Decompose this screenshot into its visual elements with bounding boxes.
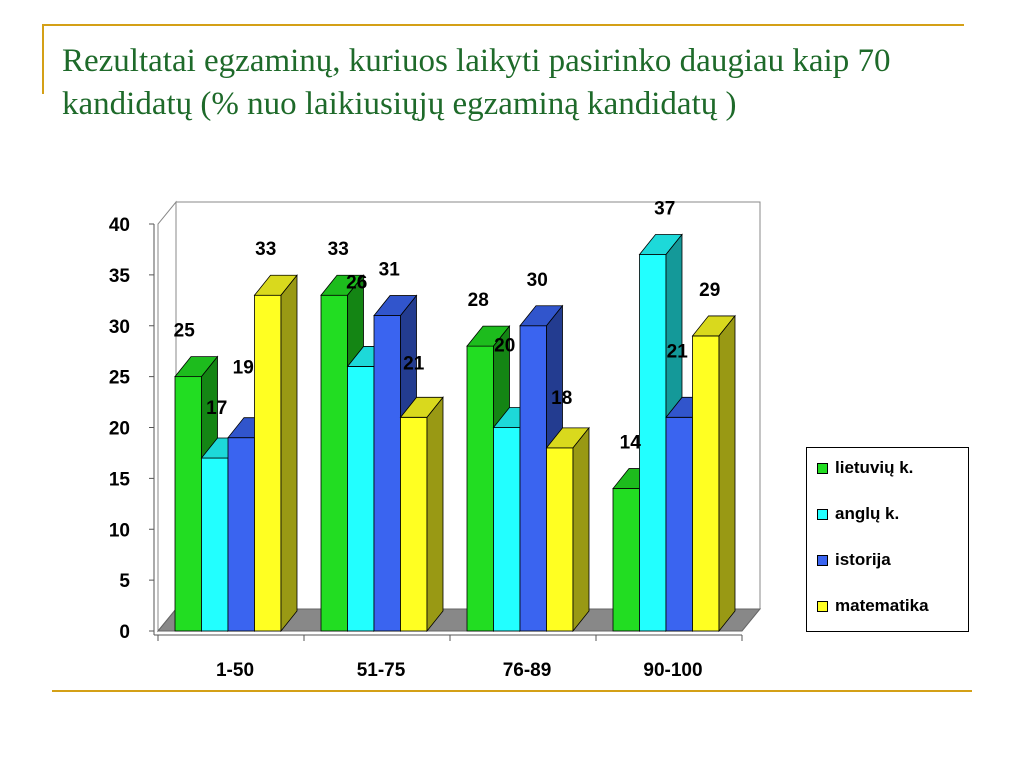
bar <box>320 294 348 632</box>
data-label: 37 <box>654 199 675 220</box>
bar <box>227 437 255 632</box>
bar-side <box>718 314 736 633</box>
legend-item: matematika <box>817 596 929 616</box>
bar-side <box>572 426 590 633</box>
data-label: 28 <box>468 290 489 311</box>
x-tick-label: 90-100 <box>643 660 702 681</box>
slide-title: Rezultatai egzaminų, kuriuos laikyti pas… <box>62 43 891 122</box>
bar <box>347 366 375 632</box>
bar <box>665 416 693 632</box>
left-accent-line <box>42 24 44 94</box>
bar <box>201 457 229 632</box>
y-tick-label: 10 <box>109 520 130 541</box>
data-label: 18 <box>551 388 572 409</box>
y-tick-label: 30 <box>109 317 130 338</box>
data-label: 26 <box>346 272 367 293</box>
top-divider <box>42 24 964 26</box>
legend-swatch <box>817 462 828 474</box>
chart-legend: lietuvių k. anglų k. istorija matematika <box>806 447 969 632</box>
data-label: 20 <box>494 336 515 357</box>
legend-label: istorija <box>835 550 891 569</box>
data-label: 30 <box>527 270 548 291</box>
bar <box>692 335 720 632</box>
legend-label: lietuvių k. <box>835 458 914 477</box>
bottom-divider <box>52 690 972 692</box>
data-label: 25 <box>174 321 196 342</box>
y-tick-label: 5 <box>119 571 130 592</box>
data-label: 14 <box>620 433 642 454</box>
data-label: 19 <box>233 358 254 379</box>
legend-item: istorija <box>817 550 891 570</box>
y-tick-label: 25 <box>109 368 131 389</box>
bar <box>400 416 428 632</box>
side-wall <box>157 200 177 633</box>
bar <box>373 315 401 632</box>
y-tick-label: 40 <box>109 215 130 236</box>
data-label: 21 <box>403 353 425 374</box>
bar-side <box>280 274 298 633</box>
y-tick-label: 15 <box>109 469 131 490</box>
data-label: 17 <box>206 398 227 419</box>
data-label: 33 <box>255 239 276 260</box>
data-label: 33 <box>328 239 349 260</box>
data-label: 29 <box>699 280 720 301</box>
x-tick-label: 76-89 <box>503 660 552 681</box>
legend-swatch <box>817 554 828 566</box>
bar <box>639 254 667 632</box>
y-tick-label: 0 <box>119 622 130 643</box>
x-tick-label: 51-75 <box>357 660 406 681</box>
y-tick-label: 35 <box>109 266 131 287</box>
legend-label: anglų k. <box>835 504 900 523</box>
legend-label: matematika <box>835 596 929 615</box>
bar <box>612 488 640 632</box>
bar-side <box>426 396 444 633</box>
bar <box>546 447 574 632</box>
bar <box>466 345 494 632</box>
data-label: 31 <box>379 260 401 281</box>
legend-item: anglų k. <box>817 504 899 524</box>
bar <box>493 427 521 632</box>
bar <box>519 325 547 632</box>
bar <box>254 294 282 632</box>
bar <box>174 376 202 632</box>
y-tick-label: 20 <box>109 419 130 440</box>
legend-item: lietuvių k. <box>817 458 913 478</box>
legend-swatch <box>817 508 828 520</box>
data-label: 21 <box>667 341 689 362</box>
legend-swatch <box>817 600 828 612</box>
x-tick-label: 1-50 <box>216 660 254 681</box>
